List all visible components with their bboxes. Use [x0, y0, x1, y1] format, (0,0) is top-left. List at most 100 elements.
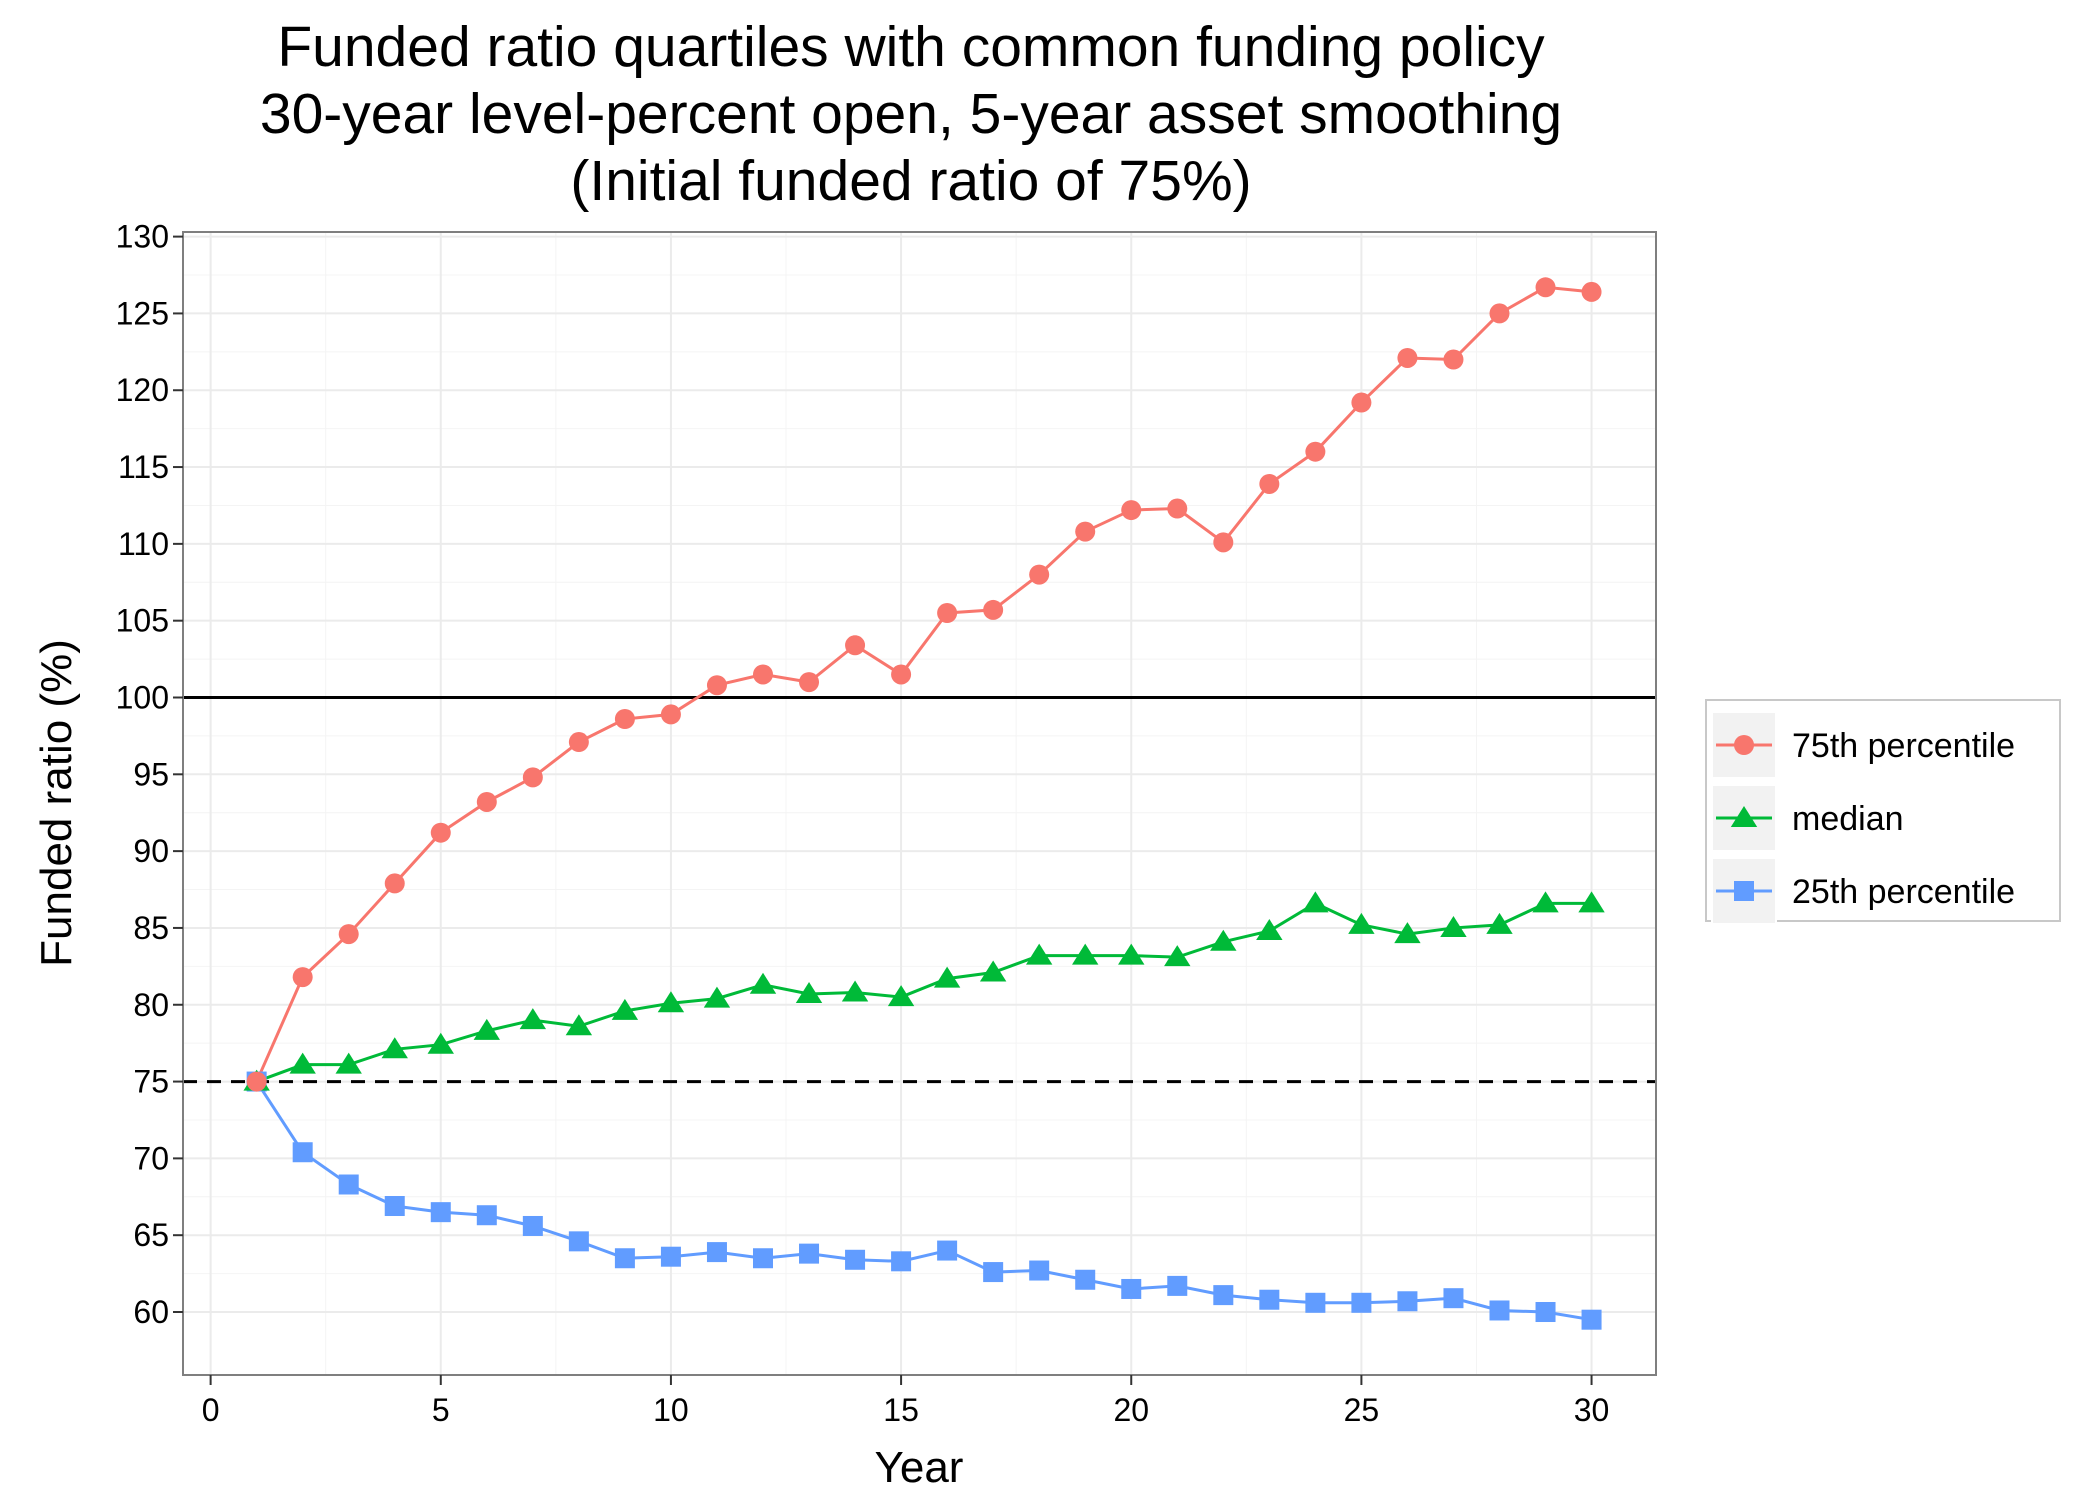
data-point-75th-percentile — [476, 791, 497, 812]
legend-label-75th-percentile: 75th percentile — [1792, 727, 2015, 765]
data-point-25th-percentile — [891, 1251, 912, 1272]
data-point-median — [381, 1037, 408, 1059]
data-point-median — [749, 972, 777, 994]
x-tick-label: 5 — [432, 1392, 450, 1428]
data-point-75th-percentile — [1305, 441, 1326, 462]
data-point-75th-percentile — [1075, 521, 1096, 542]
data-point-75th-percentile — [292, 967, 313, 988]
data-point-75th-percentile — [1121, 500, 1142, 521]
chart-title: Funded ratio quartiles with common fundi… — [260, 15, 1562, 213]
data-point-median — [795, 982, 823, 1003]
data-point-75th-percentile — [983, 599, 1004, 620]
y-tick-label: 65 — [133, 1217, 169, 1253]
data-point-25th-percentile — [937, 1240, 958, 1261]
data-point-median — [887, 985, 915, 1007]
x-tick-label: 10 — [653, 1392, 689, 1428]
data-point-25th-percentile — [799, 1243, 820, 1264]
y-axis-title: Funded ratio (%) — [32, 639, 81, 967]
data-point-75th-percentile — [845, 635, 866, 656]
data-point-75th-percentile — [1167, 498, 1188, 519]
y-tick-label: 90 — [133, 833, 169, 869]
data-point-75th-percentile — [752, 664, 773, 685]
data-point-25th-percentile — [384, 1196, 405, 1217]
data-point-25th-percentile — [660, 1246, 681, 1267]
y-tick-label: 110 — [118, 526, 169, 562]
data-point-25th-percentile — [1259, 1289, 1280, 1310]
data-point-25th-percentile — [1581, 1309, 1602, 1330]
data-point-median — [1210, 929, 1237, 951]
data-point-median — [473, 1018, 501, 1040]
data-point-75th-percentile — [614, 709, 635, 730]
data-point-25th-percentile — [476, 1205, 497, 1226]
data-point-75th-percentile — [660, 704, 681, 725]
data-point-25th-percentile — [983, 1262, 1004, 1283]
data-point-25th-percentile — [845, 1249, 866, 1270]
data-point-25th-percentile — [706, 1242, 727, 1263]
data-point-25th-percentile — [292, 1142, 313, 1163]
data-point-75th-percentile — [937, 603, 958, 623]
data-point-median — [1440, 915, 1467, 937]
data-point-median — [1072, 943, 1099, 965]
y-tick-label: 100 — [116, 679, 169, 715]
data-point-75th-percentile — [568, 732, 589, 753]
data-point-median — [519, 1008, 547, 1030]
data-point-25th-percentile — [1351, 1292, 1372, 1313]
y-tick-label: 95 — [133, 756, 169, 792]
legend-label-25th-percentile: 25th percentile — [1792, 873, 2015, 911]
data-point-75th-percentile — [246, 1071, 267, 1092]
x-tick-label: 25 — [1344, 1392, 1380, 1428]
data-point-median — [1578, 891, 1605, 913]
data-point-median — [1025, 943, 1053, 965]
plot-panel — [183, 232, 1656, 1375]
y-tick-label: 105 — [116, 603, 169, 639]
data-point-25th-percentile — [1443, 1288, 1464, 1309]
data-point-median — [1256, 919, 1283, 941]
y-tick-label: 70 — [133, 1140, 169, 1176]
reference-lines — [183, 695, 1656, 1084]
data-point-75th-percentile — [1351, 392, 1372, 413]
data-point-median — [1394, 922, 1421, 944]
y-tick-label: 130 — [116, 219, 169, 255]
plot-border — [182, 231, 1657, 1376]
data-point-75th-percentile — [430, 822, 451, 843]
y-tick-label: 120 — [116, 372, 169, 408]
data-point-median — [1348, 912, 1375, 934]
data-point-median — [1302, 891, 1329, 913]
chart-title-line-3: (Initial funded ratio of 75%) — [570, 149, 1251, 213]
data-point-75th-percentile — [1535, 277, 1556, 298]
data-point-25th-percentile — [1535, 1302, 1556, 1323]
x-tick-label: 30 — [1574, 1392, 1610, 1428]
data-point-75th-percentile — [1397, 347, 1418, 368]
data-point-median — [841, 980, 869, 1002]
data-point-75th-percentile — [1581, 281, 1602, 302]
data-point-25th-percentile — [752, 1248, 773, 1269]
data-point-75th-percentile — [706, 675, 727, 696]
data-point-75th-percentile — [1489, 303, 1510, 324]
y-tick-label: 125 — [116, 295, 169, 331]
x-axis: 0 5 10 15 20 25 30 — [202, 1375, 1610, 1428]
y-tick-label: 60 — [133, 1294, 169, 1330]
data-point-median — [1118, 943, 1145, 965]
data-point-25th-percentile — [522, 1215, 543, 1236]
data-point-median — [979, 960, 1007, 982]
x-axis-title: Year — [875, 1443, 964, 1492]
data-point-75th-percentile — [799, 672, 820, 693]
data-point-median — [611, 998, 639, 1020]
legend: 75th percentile median 25th percentile — [1705, 699, 2061, 925]
data-point-75th-percentile — [1443, 349, 1464, 370]
data-point-median — [703, 986, 731, 1008]
data-point-25th-percentile — [1167, 1275, 1188, 1296]
data-point-25th-percentile — [1397, 1291, 1418, 1312]
legend-key-marker-25th-percentile — [1734, 881, 1754, 901]
data-point-median — [427, 1032, 454, 1054]
legend-label-median: median — [1792, 800, 1904, 838]
data-point-median — [933, 966, 961, 988]
data-point-75th-percentile — [522, 767, 543, 788]
x-tick-label: 0 — [202, 1392, 220, 1428]
data-point-25th-percentile — [1213, 1285, 1234, 1306]
data-point-25th-percentile — [1075, 1269, 1096, 1290]
data-point-75th-percentile — [891, 664, 912, 685]
data-point-75th-percentile — [1259, 473, 1280, 494]
data-point-25th-percentile — [338, 1174, 359, 1195]
